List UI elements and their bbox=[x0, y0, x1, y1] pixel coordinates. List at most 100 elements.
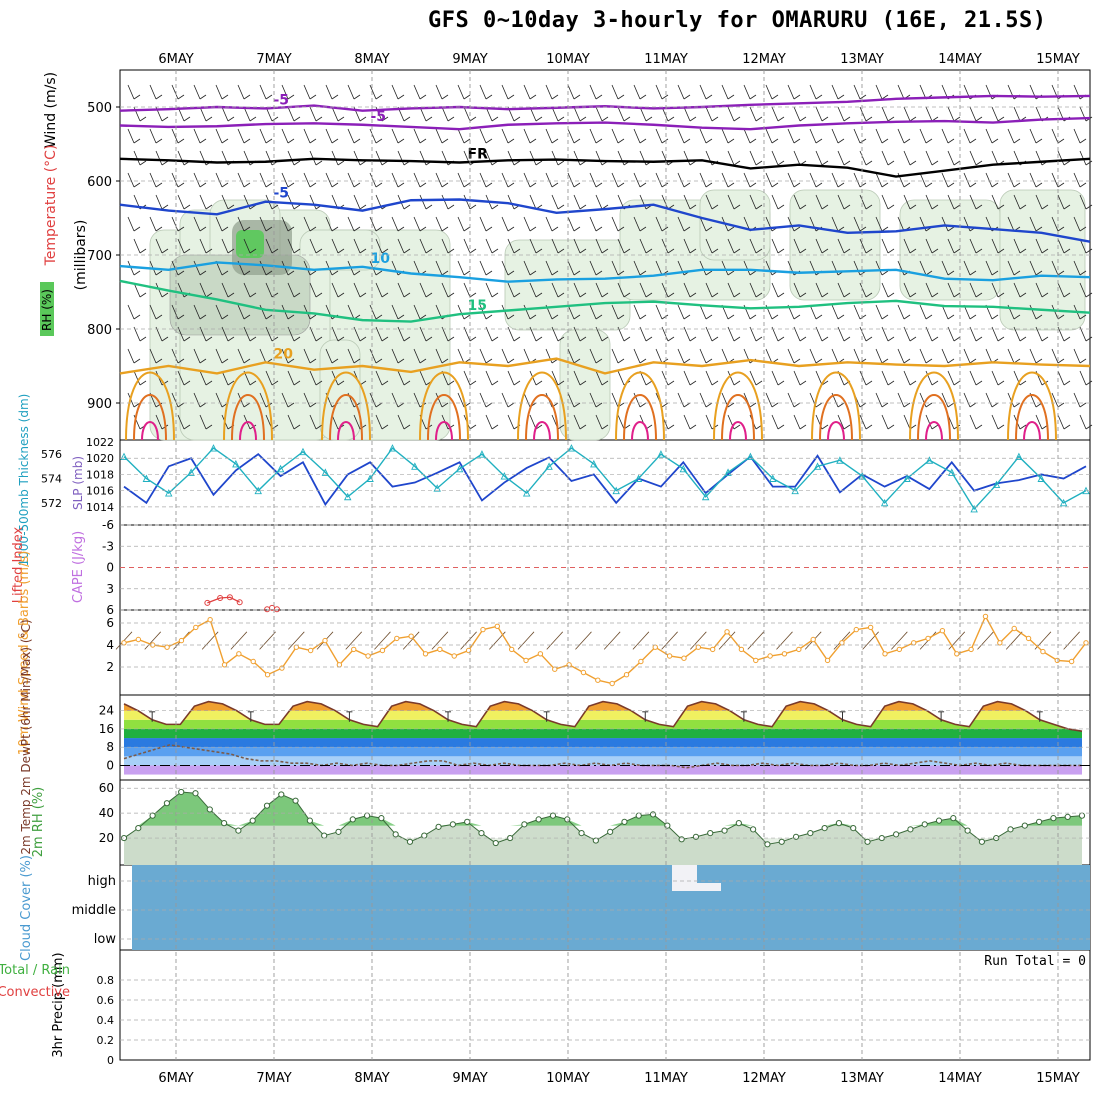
wind-barb bbox=[337, 160, 345, 166]
wind-barb bbox=[501, 216, 509, 232]
wind-barb bbox=[683, 106, 691, 122]
wind-barb bbox=[1079, 138, 1087, 144]
wind-barb bbox=[463, 106, 471, 122]
wind-barb bbox=[815, 138, 823, 144]
y-tick-label: 900 bbox=[87, 397, 112, 412]
wind-barb bbox=[325, 348, 333, 364]
wind-barb bbox=[639, 314, 647, 320]
wind-barb bbox=[755, 336, 763, 342]
date-label-top: 12MAY bbox=[742, 52, 786, 67]
wind-barb bbox=[601, 248, 609, 254]
wind-barb bbox=[947, 358, 955, 364]
isotherm-arch bbox=[819, 394, 853, 441]
rh-marker bbox=[349, 816, 356, 823]
wind-barb bbox=[491, 204, 499, 210]
wind-speed-marker bbox=[954, 651, 960, 657]
wind-barb bbox=[931, 204, 939, 210]
wind-barb bbox=[853, 304, 861, 320]
wind-barb bbox=[287, 358, 295, 364]
wind-barb bbox=[369, 84, 377, 100]
wind-barb bbox=[859, 314, 867, 320]
wind-barb bbox=[1007, 128, 1015, 144]
wind-barb bbox=[573, 282, 581, 298]
wind-barb bbox=[523, 392, 531, 408]
wind-barb bbox=[193, 304, 201, 320]
wind-barb bbox=[776, 631, 793, 650]
wind-barb bbox=[969, 238, 977, 254]
wind-barb bbox=[331, 106, 339, 122]
lifted-index-marker bbox=[217, 594, 224, 601]
wind-barb bbox=[881, 182, 889, 188]
wind-speed-marker bbox=[1011, 625, 1017, 632]
wind-barb bbox=[727, 282, 735, 298]
wind-barb bbox=[903, 138, 911, 144]
wind-barb bbox=[799, 336, 807, 342]
wind-barb bbox=[639, 94, 647, 100]
wind-barb bbox=[447, 336, 455, 342]
wind-barb bbox=[947, 270, 955, 276]
wind-barb bbox=[579, 204, 587, 210]
wind-barb bbox=[925, 150, 933, 166]
wind-barb bbox=[1051, 348, 1059, 364]
wind-barb bbox=[941, 172, 949, 188]
wind-barb bbox=[903, 370, 911, 386]
wind-barb bbox=[381, 424, 389, 430]
wind-barb bbox=[793, 106, 801, 122]
wind-barb bbox=[281, 392, 289, 408]
rh-legend bbox=[40, 282, 54, 336]
wind-barb bbox=[793, 138, 801, 144]
wind-barb bbox=[1079, 226, 1087, 232]
wind-speed-marker bbox=[250, 658, 256, 665]
wind-barb bbox=[969, 270, 977, 276]
wind-barb bbox=[485, 238, 493, 254]
rh-marker bbox=[321, 832, 328, 839]
wind-barb bbox=[199, 94, 207, 100]
wind-barb bbox=[397, 314, 405, 320]
wind-barb bbox=[799, 116, 807, 122]
wind-barb bbox=[469, 292, 477, 298]
wind-barb bbox=[903, 238, 911, 254]
rh-tick-label: 20 bbox=[99, 831, 114, 845]
wind-barb bbox=[199, 270, 207, 276]
wind-barb bbox=[777, 336, 785, 342]
li-tick-label: 6 bbox=[106, 603, 114, 617]
wind-barb bbox=[546, 631, 564, 650]
wind-speed-marker bbox=[925, 635, 931, 642]
wind-barb bbox=[595, 94, 603, 100]
wind-barb bbox=[303, 216, 311, 232]
wind-barb bbox=[221, 94, 229, 100]
wind-barb bbox=[485, 370, 493, 386]
wind-barb bbox=[573, 370, 581, 386]
wind-barb bbox=[529, 182, 537, 188]
wind-barb bbox=[139, 116, 147, 122]
wind-barb bbox=[853, 84, 861, 100]
wind-barb bbox=[535, 116, 543, 122]
wind-speed-marker bbox=[638, 658, 644, 665]
wind-barb bbox=[975, 336, 983, 342]
wind-barb bbox=[221, 282, 229, 298]
wind-barb bbox=[479, 216, 487, 232]
wind-barb bbox=[677, 392, 685, 408]
wind-barb bbox=[639, 182, 647, 188]
wind-barb bbox=[325, 172, 333, 188]
wind-barb bbox=[831, 304, 839, 320]
wind-barb bbox=[215, 348, 223, 364]
wind-barb bbox=[705, 182, 713, 188]
slp-tick-label: 1020 bbox=[86, 452, 114, 465]
wind-barb bbox=[1073, 216, 1081, 232]
wind-barb bbox=[375, 314, 383, 320]
wind-barb bbox=[749, 94, 757, 100]
wind-barb bbox=[903, 402, 911, 408]
wind-barb bbox=[749, 282, 757, 298]
wind-barb bbox=[727, 94, 735, 100]
wind-barb bbox=[579, 424, 587, 430]
wind-barb bbox=[705, 370, 713, 386]
precip-tick-label: 0.6 bbox=[97, 994, 115, 1007]
wind-barb bbox=[969, 138, 977, 144]
wind-barb bbox=[1079, 182, 1087, 188]
wind-barb bbox=[419, 138, 427, 144]
wind-barb bbox=[469, 424, 477, 430]
wind-barb bbox=[469, 204, 477, 210]
isotherm-line bbox=[119, 157, 1091, 178]
wind-barb bbox=[683, 138, 691, 144]
